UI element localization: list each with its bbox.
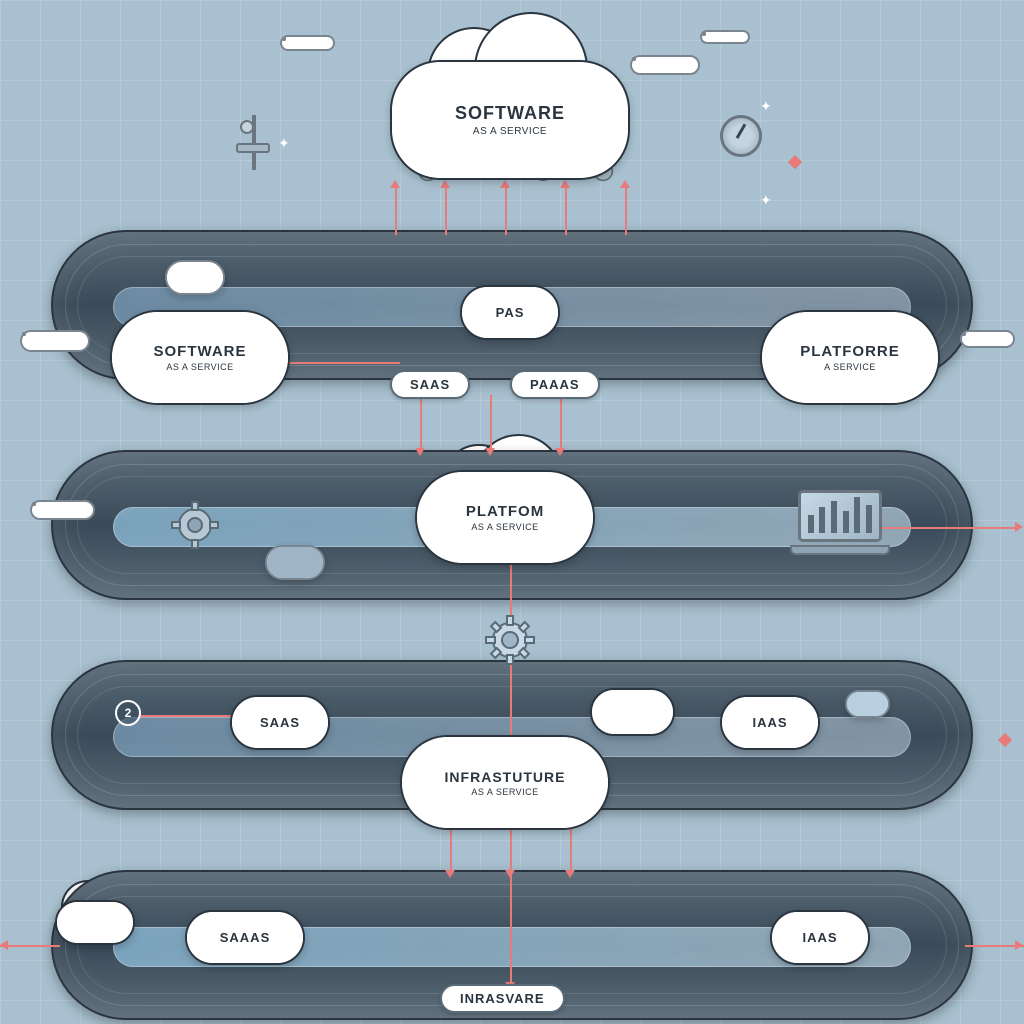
deco-cloud [55,900,135,945]
cloud-iaas-b4: IAAS [770,910,870,965]
cloud-platform-center: PLATFOM AS A SERVICE [415,470,595,565]
cloud-pas: PAS [460,285,560,340]
laptop-icon [790,490,890,555]
cloud-subtitle: AS A SERVICE [473,126,547,137]
cloud-label: IAAS [752,715,787,730]
cloud-platform-right: PLATFORRE A SERVICE [760,310,940,405]
signpost-icon [240,115,270,170]
arrow-head-up [440,180,450,188]
cloud-infrastructure: INFRASTUTURE AS A SERVICE [400,735,610,830]
arrow-head-up [620,180,630,188]
cloud-saaas-b4: SAAAS [185,910,305,965]
deco-cloud [700,30,750,44]
arrow-head-right [1015,940,1023,950]
arrow-line [445,185,447,235]
cloud-subtitle: AS A SERVICE [471,787,538,797]
sparkle-icon: ✦ [760,192,772,209]
deco-cloud [630,55,700,75]
deco-cloud [960,330,1015,348]
compass-icon [720,115,762,157]
arrow-line [870,527,1020,529]
arrow-line [565,185,567,235]
arrow-line [510,830,512,985]
arrow-line [420,395,422,450]
arrow-line [0,945,60,947]
sparkle-icon: ✦ [278,135,290,152]
arrow-line [625,185,627,235]
cloud-label: SAAS [260,715,300,730]
cloud-title: PLATFORRE [800,343,900,360]
arrow-head-down [415,448,425,456]
step-badge-2: 2 [115,700,141,726]
diamond-icon [998,733,1012,747]
cloud-mini-icon [845,690,890,718]
cloud-subtitle: A SERVICE [824,362,876,372]
gear-icon [485,615,535,665]
cloud-mini-icon [165,260,225,295]
arrow-head-down [505,870,515,878]
arrow-head-left [0,940,8,950]
gear-icon [170,500,220,550]
deco-cloud [30,500,95,520]
diamond-icon [788,155,802,169]
arrow-line [560,395,562,450]
cloud-saas-b3: SAAS [230,695,330,750]
cloud-software-top: SOFTWARE AS A SERVICE [390,60,630,180]
arrow-head-up [560,180,570,188]
cloud-title: SOFTWARE [455,103,565,124]
pill-inrasvare: INRASVARE [440,984,565,1013]
cloud-iaas-b3: IAAS [720,695,820,750]
cloud-title: SOFTWARE [154,343,247,360]
deco-cloud [590,688,675,736]
cloud-label: PAS [496,305,525,320]
arrow-head-up [500,180,510,188]
arrow-line [280,362,400,364]
cloud-software-left: SOFTWARE AS A SERVICE [110,310,290,405]
arrow-line [140,715,240,717]
arrow-head-down [555,448,565,456]
cloud-subtitle: AS A SERVICE [471,522,538,532]
arrow-line [505,185,507,235]
deco-cloud [20,330,90,352]
arrow-line [490,395,492,450]
arrow-head-down [485,448,495,456]
cloud-label: IAAS [802,930,837,945]
cloud-title: INFRASTUTURE [445,769,566,785]
arrow-line [395,185,397,235]
sparkle-icon: ✦ [760,98,772,115]
pill-saas: SAAS [390,370,470,399]
cloud-title: PLATFOM [466,503,544,520]
arrow-head-right [1015,522,1023,532]
cloud-mini-icon [265,545,325,580]
cloud-subtitle: AS A SERVICE [166,362,233,372]
cloud-label: SAAAS [220,930,271,945]
deco-cloud [280,35,335,51]
pill-paaas: PAAAS [510,370,600,399]
arrow-head-up [390,180,400,188]
